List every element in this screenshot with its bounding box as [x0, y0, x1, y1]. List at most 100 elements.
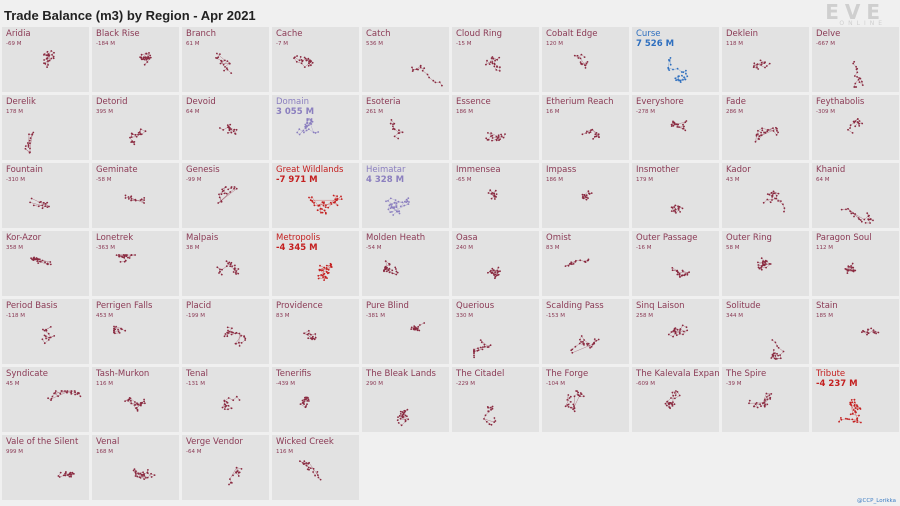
- map-system-dot: [857, 78, 860, 81]
- map-system-dot: [311, 200, 314, 203]
- map-system-dot: [228, 330, 231, 333]
- map-system-dot: [66, 390, 69, 392]
- map-system-dot: [476, 349, 479, 352]
- map-system-dot: [230, 128, 232, 131]
- map-system-dot: [766, 396, 768, 398]
- map-system-dot: [227, 408, 229, 411]
- map-system-dot: [234, 267, 236, 270]
- map-system-dot: [148, 52, 150, 54]
- map-system-dot: [670, 210, 673, 212]
- map-system-dot: [232, 399, 235, 402]
- map-system-dot: [761, 264, 764, 267]
- map-system-dot: [136, 408, 139, 411]
- map-system-dot: [128, 398, 131, 401]
- region-value: -381 M: [366, 313, 385, 319]
- map-system-dot: [229, 265, 232, 268]
- map-system-dot: [408, 201, 410, 203]
- region-map-the-spire: [748, 392, 773, 409]
- map-system-dot: [683, 274, 686, 277]
- region-value: 179 M: [636, 177, 653, 183]
- map-system-dot: [133, 143, 136, 146]
- map-system-dot: [140, 53, 143, 56]
- map-system-dot: [318, 204, 321, 207]
- map-system-dot: [305, 462, 308, 464]
- map-system-dot: [114, 328, 117, 331]
- region-panel-scalding-pass: Scalding Pass -153 M: [542, 299, 629, 364]
- map-system-dot: [42, 201, 45, 204]
- map-system-dot: [861, 84, 864, 86]
- map-system-dot: [666, 400, 668, 403]
- map-system-dot: [678, 331, 681, 334]
- map-system-dot: [678, 332, 681, 335]
- map-system-dot: [388, 204, 391, 207]
- map-system-dot: [586, 61, 589, 63]
- region-map-impass: [581, 190, 593, 201]
- map-system-dot: [776, 129, 778, 132]
- map-system-dot: [766, 398, 769, 401]
- map-system-dot: [566, 404, 569, 406]
- map-system-dot: [323, 209, 326, 212]
- region-value: 344 M: [726, 313, 743, 319]
- map-system-dot: [146, 476, 149, 479]
- region-grid: Aridia -69 M Black Rise -184 M Branch 61 M Cac…: [2, 27, 900, 502]
- region-map-curse: [667, 57, 689, 83]
- map-system-dot: [577, 391, 580, 394]
- map-system-dot: [490, 132, 492, 134]
- map-system-dot: [219, 268, 221, 271]
- map-system-dot: [761, 127, 763, 130]
- map-system-dot: [393, 122, 396, 125]
- map-system-dot: [69, 471, 72, 474]
- map-system-dot: [772, 130, 775, 132]
- map-system-dot: [491, 61, 494, 63]
- map-system-dot: [311, 196, 313, 198]
- map-system-dot: [753, 65, 755, 67]
- map-system-dot: [414, 327, 417, 330]
- map-system-dot: [45, 54, 48, 57]
- map-system-dot: [299, 56, 302, 58]
- map-system-dot: [320, 274, 323, 276]
- region-panel-tenerifis: Tenerifis -439 M: [272, 367, 359, 432]
- map-system-dot: [412, 69, 415, 71]
- region-value: 112 M: [816, 245, 833, 251]
- map-system-dot: [760, 134, 763, 137]
- map-system-dot: [414, 326, 417, 329]
- map-system-dot: [390, 206, 393, 209]
- map-system-dot: [677, 209, 680, 211]
- map-system-dot: [846, 269, 849, 272]
- map-system-dot: [483, 345, 486, 348]
- map-system-dot: [37, 205, 40, 208]
- map-system-dot: [134, 401, 136, 403]
- map-system-dot: [28, 139, 31, 142]
- map-system-dot: [324, 275, 327, 278]
- map-system-dot: [671, 405, 674, 407]
- region-name: Geminate: [96, 165, 138, 175]
- map-system-dot: [217, 56, 220, 59]
- region-map-geminate: [124, 194, 146, 204]
- map-system-dot: [307, 128, 310, 131]
- map-system-dot: [118, 332, 121, 334]
- map-system-dot: [670, 331, 673, 333]
- map-system-dot: [854, 407, 857, 409]
- map-system-dot: [46, 201, 49, 204]
- map-system-dot: [238, 399, 241, 401]
- region-name: Sinq Laison: [636, 301, 685, 311]
- map-system-dot: [582, 195, 584, 198]
- map-system-dot: [135, 473, 137, 475]
- map-system-dot: [588, 193, 591, 195]
- map-system-dot: [405, 198, 408, 201]
- region-name: Curse: [636, 29, 661, 39]
- map-system-dot: [777, 192, 780, 195]
- map-system-dot: [299, 403, 302, 405]
- map-system-dot: [384, 267, 387, 270]
- map-system-dot: [426, 73, 429, 76]
- region-name: Branch: [186, 29, 216, 39]
- map-system-dot: [770, 357, 773, 359]
- map-system-dot: [302, 129, 305, 132]
- map-system-dot: [306, 400, 309, 402]
- region-map-black-rise: [139, 52, 152, 66]
- author-credit: @CCP_Lorikka: [856, 498, 896, 504]
- map-system-dot: [686, 273, 689, 276]
- map-system-dot: [228, 483, 230, 486]
- map-system-dot: [766, 198, 769, 201]
- map-system-dot: [296, 55, 298, 57]
